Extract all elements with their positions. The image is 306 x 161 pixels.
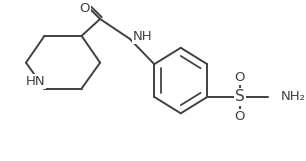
Text: NH₂: NH₂ [281,90,305,104]
Text: HN: HN [25,75,45,88]
Text: NH: NH [132,30,152,43]
Text: S: S [235,90,244,104]
Text: O: O [234,71,245,84]
Text: O: O [79,2,90,14]
Text: O: O [234,110,245,123]
